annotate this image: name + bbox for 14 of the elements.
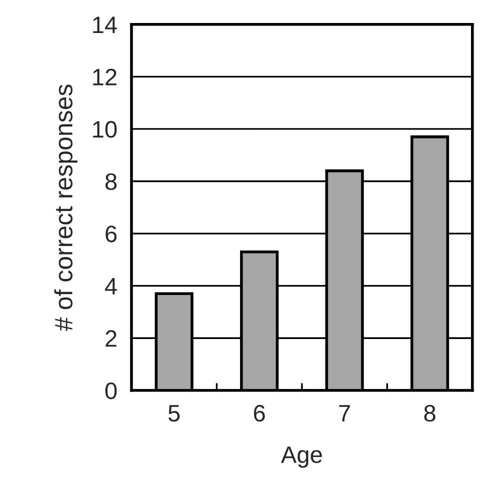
y-tick-label: 6 bbox=[106, 226, 117, 242]
x-tick-label: 8 bbox=[424, 404, 436, 422]
y-tick-label: 14 bbox=[93, 16, 117, 33]
y-tick-label: 2 bbox=[106, 330, 116, 347]
y-tick-label: 4 bbox=[105, 278, 117, 294]
x-axis-title: Age bbox=[280, 446, 322, 468]
y-tick-label: 0 bbox=[105, 382, 117, 400]
y-tick-label: 12 bbox=[93, 68, 116, 86]
y-tick-label: 8 bbox=[105, 173, 117, 190]
x-tick-label: 5 bbox=[168, 405, 180, 422]
x-tick-label: 6 bbox=[254, 404, 265, 422]
y-tick-label: 10 bbox=[93, 121, 117, 138]
y-axis-title: # of correct responses bbox=[54, 84, 78, 331]
x-tick-label: 7 bbox=[339, 405, 350, 422]
